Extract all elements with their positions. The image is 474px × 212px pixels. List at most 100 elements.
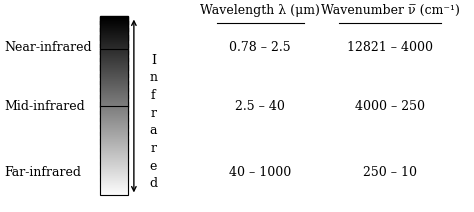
Bar bbox=[100, 141, 128, 142]
Bar bbox=[100, 103, 128, 104]
Bar bbox=[100, 94, 128, 95]
Bar bbox=[100, 61, 128, 62]
Bar bbox=[100, 71, 128, 72]
Text: f: f bbox=[151, 89, 155, 102]
Bar bbox=[100, 113, 128, 114]
Bar bbox=[100, 186, 128, 187]
Bar bbox=[100, 80, 128, 81]
Bar bbox=[100, 153, 128, 154]
Bar bbox=[100, 77, 128, 78]
Bar bbox=[100, 58, 128, 59]
Text: Wavelength λ (μm): Wavelength λ (μm) bbox=[201, 4, 320, 17]
Bar bbox=[100, 17, 128, 195]
Bar bbox=[100, 161, 128, 162]
Bar bbox=[100, 120, 128, 121]
Bar bbox=[100, 181, 128, 182]
Bar bbox=[100, 47, 128, 48]
Bar bbox=[100, 20, 128, 21]
Text: 40 – 1000: 40 – 1000 bbox=[229, 166, 292, 179]
Bar bbox=[100, 193, 128, 194]
Text: r: r bbox=[150, 107, 156, 120]
Bar bbox=[100, 54, 128, 55]
Bar bbox=[100, 37, 128, 38]
Bar bbox=[100, 30, 128, 31]
Bar bbox=[100, 57, 128, 58]
Bar bbox=[100, 67, 128, 68]
Bar bbox=[100, 129, 128, 130]
Bar bbox=[100, 101, 128, 102]
Bar bbox=[100, 87, 128, 88]
Bar bbox=[100, 155, 128, 156]
Bar bbox=[100, 133, 128, 134]
Bar bbox=[100, 117, 128, 118]
Bar bbox=[100, 191, 128, 192]
Bar bbox=[100, 106, 128, 107]
Bar bbox=[100, 132, 128, 133]
Bar bbox=[100, 135, 128, 136]
Bar bbox=[100, 48, 128, 49]
Bar bbox=[100, 31, 128, 32]
Text: Far-infrared: Far-infrared bbox=[5, 166, 82, 179]
Bar bbox=[100, 38, 128, 39]
Text: e: e bbox=[150, 160, 157, 173]
Bar bbox=[100, 192, 128, 193]
Bar bbox=[100, 21, 128, 22]
Bar bbox=[100, 66, 128, 67]
Text: n: n bbox=[149, 71, 157, 84]
Text: 12821 – 4000: 12821 – 4000 bbox=[347, 41, 433, 54]
Bar bbox=[100, 128, 128, 129]
Bar bbox=[100, 51, 128, 52]
Bar bbox=[100, 176, 128, 177]
Bar bbox=[100, 45, 128, 46]
Bar bbox=[100, 158, 128, 159]
Bar bbox=[100, 39, 128, 40]
Bar bbox=[100, 50, 128, 51]
Bar bbox=[100, 46, 128, 47]
Bar bbox=[100, 62, 128, 63]
Bar bbox=[100, 137, 128, 138]
Bar bbox=[100, 130, 128, 131]
Bar bbox=[100, 166, 128, 167]
Bar bbox=[100, 75, 128, 76]
Bar bbox=[100, 41, 128, 42]
Bar bbox=[100, 149, 128, 150]
Bar bbox=[100, 127, 128, 128]
Bar bbox=[100, 111, 128, 112]
Bar bbox=[100, 160, 128, 161]
Bar bbox=[100, 98, 128, 99]
Bar bbox=[100, 70, 128, 71]
Bar bbox=[100, 154, 128, 155]
Bar bbox=[100, 83, 128, 84]
Bar bbox=[100, 30, 128, 31]
Bar bbox=[100, 124, 128, 125]
Bar bbox=[100, 81, 128, 82]
Bar bbox=[100, 146, 128, 147]
Bar bbox=[100, 82, 128, 83]
Bar bbox=[100, 184, 128, 185]
Bar bbox=[100, 64, 128, 65]
Bar bbox=[100, 53, 128, 54]
Bar bbox=[100, 96, 128, 97]
Bar bbox=[100, 116, 128, 117]
Bar bbox=[100, 95, 128, 96]
Bar bbox=[100, 163, 128, 164]
Bar bbox=[100, 189, 128, 190]
Bar bbox=[100, 168, 128, 169]
Bar bbox=[100, 185, 128, 186]
Bar bbox=[100, 180, 128, 181]
Bar bbox=[100, 112, 128, 113]
Bar bbox=[100, 19, 128, 20]
Bar bbox=[100, 143, 128, 144]
Bar bbox=[100, 127, 128, 128]
Bar bbox=[100, 126, 128, 127]
Bar bbox=[100, 72, 128, 73]
Bar bbox=[100, 139, 128, 140]
Bar bbox=[100, 102, 128, 103]
Bar bbox=[100, 171, 128, 172]
Bar bbox=[100, 60, 128, 61]
Bar bbox=[100, 28, 128, 29]
Bar bbox=[100, 73, 128, 74]
Bar bbox=[100, 121, 128, 122]
Bar bbox=[100, 176, 128, 177]
Bar bbox=[100, 63, 128, 64]
